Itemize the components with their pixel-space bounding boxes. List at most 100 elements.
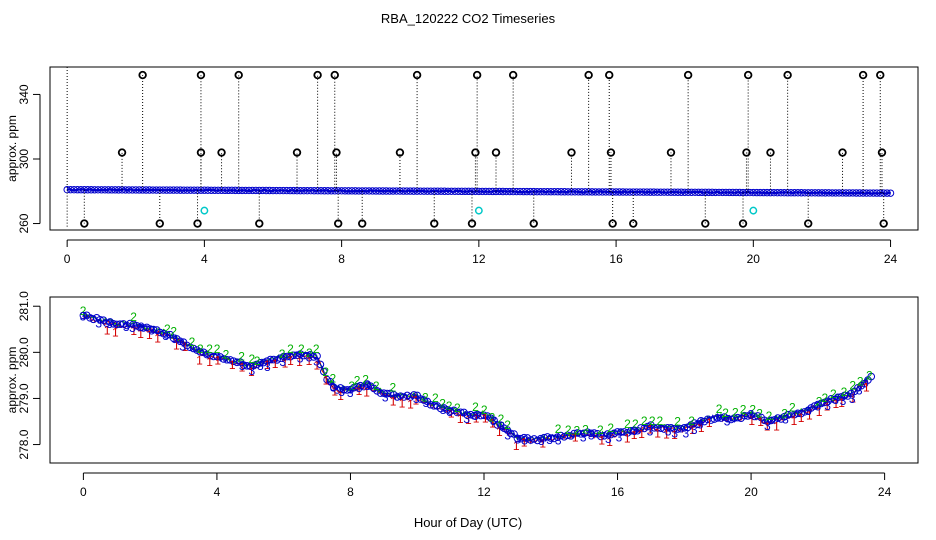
series-1-marker: 1 — [572, 431, 579, 445]
series-2-marker: 2 — [624, 417, 631, 431]
outlier-point — [629, 219, 638, 228]
series-3-marker: 3 — [605, 432, 612, 446]
series-2-marker: 2 — [641, 414, 648, 428]
trace-point — [386, 389, 395, 398]
outlier-point — [472, 70, 482, 80]
series-2-marker: 2 — [249, 352, 256, 366]
series-1-marker: 1 — [239, 360, 246, 374]
outlier-point — [683, 70, 693, 80]
outlier-point — [858, 70, 868, 80]
series-1-marker: 1 — [356, 384, 363, 398]
chart-title: RBA_120222 CO2 Timeseries — [381, 11, 556, 26]
series-2-marker: 2 — [749, 402, 756, 416]
series-1-marker: 1 — [331, 384, 338, 398]
x-tick-label: 8 — [347, 485, 354, 499]
trace-point — [246, 362, 255, 371]
series-3-marker: 3 — [413, 392, 420, 406]
outlier-point — [567, 148, 576, 157]
outlier-point — [838, 148, 847, 157]
series-3-marker: 3 — [347, 386, 354, 400]
series-1-marker: 1 — [314, 358, 321, 372]
outlier-point — [742, 148, 751, 157]
trace-point — [350, 383, 358, 392]
series-1-marker: 1 — [773, 419, 780, 433]
outlier-point — [412, 70, 422, 80]
series-2-marker: 2 — [674, 415, 681, 429]
series-3-marker: 3 — [297, 351, 304, 365]
trace-point — [196, 348, 205, 356]
trace-point — [817, 399, 825, 408]
y-tick-label: 280.0 — [17, 337, 31, 367]
outlier-point — [332, 148, 341, 157]
series-2-marker: 2 — [816, 395, 823, 409]
series-1-marker: 1 — [863, 380, 870, 394]
series-1-marker: 1 — [323, 374, 330, 388]
series-1-marker: 1 — [791, 414, 798, 428]
trace-point — [96, 315, 104, 324]
trace-point — [213, 352, 221, 361]
series-3-marker: 3 — [814, 399, 821, 413]
outlier-point — [608, 219, 617, 228]
y-tick-label: 260 — [17, 213, 31, 233]
series-3-marker: 3 — [257, 359, 264, 373]
x-tick-label: 4 — [201, 252, 208, 266]
trace-point — [800, 408, 809, 416]
series-2-marker: 2 — [189, 335, 196, 349]
series-1-marker: 1 — [806, 409, 813, 423]
outlier-point — [876, 70, 885, 80]
series-3-marker: 3 — [338, 385, 345, 399]
series-2-marker: 2 — [789, 400, 796, 414]
outlier-point — [193, 219, 202, 228]
trace-point — [233, 358, 241, 367]
series-1-marker: 1 — [337, 389, 344, 403]
series-3-marker: 3 — [616, 431, 623, 445]
series-2-marker: 2 — [489, 410, 496, 424]
trace-point — [169, 334, 178, 343]
outlier-point — [471, 148, 480, 157]
series-1-marker: 1 — [206, 355, 213, 369]
series-1-marker: 1 — [482, 411, 489, 425]
trace-point — [416, 395, 425, 403]
trace-point — [203, 350, 211, 359]
series-3-marker: 3 — [446, 405, 453, 419]
series-2-marker: 2 — [766, 409, 773, 423]
series-1-marker: 1 — [282, 357, 289, 371]
series-3-marker: 3 — [856, 383, 863, 397]
y-axis-title: approx. ppm — [5, 347, 19, 414]
series-2-marker: 2 — [454, 401, 461, 415]
series-1-marker: 1 — [833, 397, 840, 411]
series-3-marker: 3 — [306, 350, 313, 364]
trace-point — [630, 426, 639, 435]
outlier-point — [766, 148, 775, 157]
series-1-marker: 1 — [698, 421, 705, 435]
series-3-marker: 3 — [832, 393, 839, 407]
y-tick-label: 279.0 — [17, 383, 31, 413]
series-1-marker: 1 — [248, 365, 255, 379]
series-2-marker: 2 — [866, 369, 873, 383]
series-1-marker: 1 — [816, 405, 823, 419]
trace-point — [753, 412, 762, 420]
series-1-marker: 1 — [598, 433, 605, 447]
series-2-marker: 2 — [80, 304, 87, 318]
series-3-marker: 3 — [162, 329, 169, 343]
outlier-point — [666, 148, 676, 157]
series-2-marker: 2 — [197, 342, 204, 356]
series-3-marker: 3 — [364, 379, 371, 393]
series-3-marker: 3 — [824, 399, 831, 413]
outlier-point — [491, 148, 501, 157]
series-3-marker: 3 — [80, 309, 87, 323]
x-tick-label: 20 — [744, 485, 758, 499]
trace-point — [226, 356, 235, 364]
series-3-marker: 3 — [691, 423, 698, 437]
series-3-marker: 3 — [138, 320, 145, 334]
series-2-marker: 2 — [389, 381, 396, 395]
series-2-marker: 2 — [432, 391, 439, 405]
y-axis-title: approx. ppm — [5, 115, 19, 182]
top-panel: 0 4 8 12 16 20 24 260 300 340 approx. ppm — [5, 66, 919, 266]
x-tick-label: 12 — [472, 252, 486, 266]
outlier-point — [196, 70, 206, 80]
series-3-marker: 3 — [279, 355, 286, 369]
outlier-point — [467, 219, 477, 228]
series-1-marker: 1 — [606, 435, 613, 449]
